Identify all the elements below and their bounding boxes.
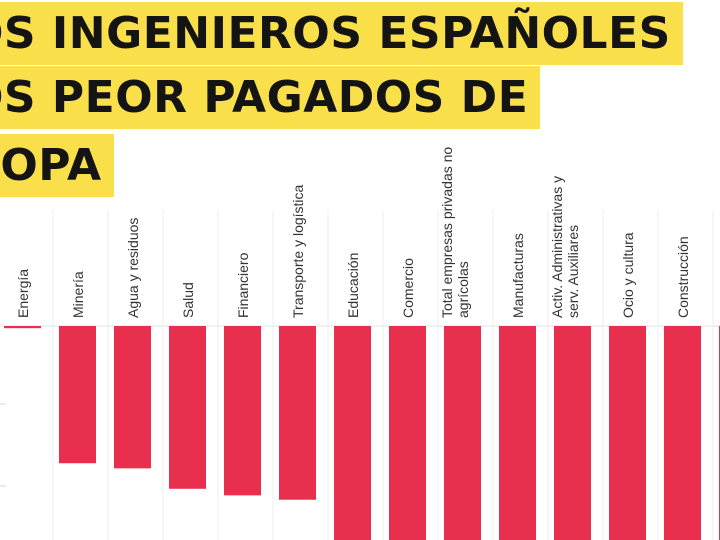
category-label: Ocio y cultura bbox=[620, 232, 636, 318]
category-label: Transporte y logística bbox=[290, 184, 306, 318]
category-label: Comercio bbox=[400, 258, 416, 318]
bar bbox=[224, 326, 261, 496]
category-label: Construcción bbox=[675, 236, 691, 318]
category-label: Energía bbox=[15, 269, 31, 318]
headline-line-3: ROPA bbox=[0, 134, 114, 197]
category-labels: Energía Minería Agua y residuos Salud Financ… bbox=[15, 147, 691, 318]
category-label: Minería bbox=[70, 271, 86, 318]
category-label: Salud bbox=[180, 282, 196, 318]
bar bbox=[664, 326, 701, 540]
bar bbox=[59, 326, 96, 464]
bar bbox=[444, 326, 481, 540]
bar bbox=[609, 326, 646, 540]
category-label: Activ. Administrativas yserv. Auxiliares bbox=[549, 176, 581, 318]
category-label: Educación bbox=[345, 253, 361, 318]
bar bbox=[554, 326, 591, 540]
category-label: Manufacturas bbox=[510, 233, 526, 318]
bar bbox=[499, 326, 536, 540]
category-label: Total empresas privadas noagrícolas bbox=[439, 147, 471, 318]
bar bbox=[169, 326, 206, 489]
bar bbox=[334, 326, 371, 540]
headline-line-1: OS INGENIEROS ESPAÑOLES bbox=[0, 2, 683, 65]
bar bbox=[114, 326, 151, 469]
category-label: Financiero bbox=[235, 252, 251, 318]
bar bbox=[389, 326, 426, 540]
category-label: Agua y residuos bbox=[125, 218, 141, 318]
headline-line-2: OS PEOR PAGADOS DE bbox=[0, 66, 541, 129]
bar bbox=[279, 326, 316, 500]
bars bbox=[4, 210, 720, 540]
bar bbox=[4, 326, 41, 329]
